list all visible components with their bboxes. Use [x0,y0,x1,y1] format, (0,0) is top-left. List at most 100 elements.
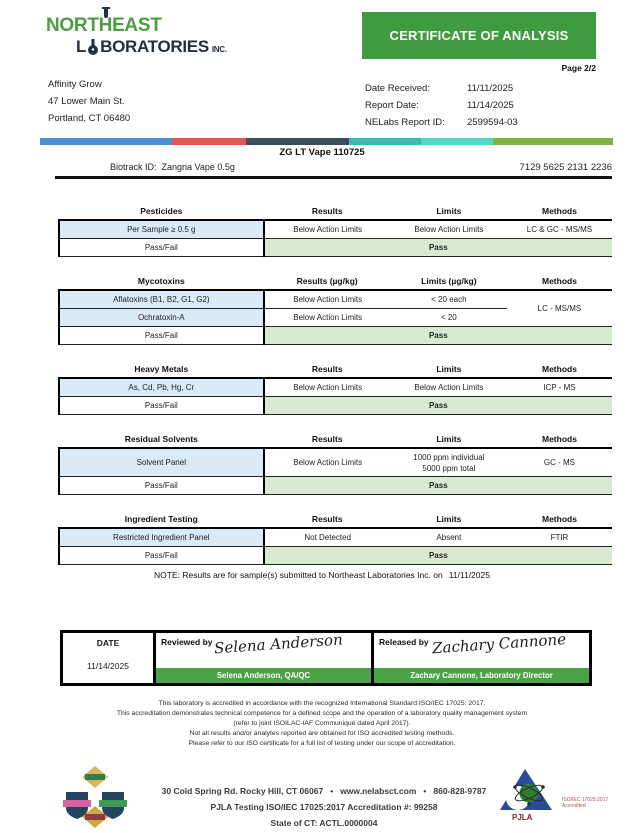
pass-fail-value: Pass [262,396,612,415]
results-cell: Not Detected [262,528,391,547]
pass-fail-label: Pass/Fail [58,238,264,257]
table-row: Restricted Ingredient Panel Not Detected… [58,528,612,547]
stripe-segment [171,138,247,145]
table-row: Aflatoxins (B1, B2, G1, G2) Below Action… [58,290,612,327]
stripe-segment [349,138,422,145]
results-cell: Below Action Limits [262,220,391,239]
ingredient-testing-table: Ingredient Testing Results Limits Method… [58,511,612,565]
methods-cell: FTIR [506,528,612,547]
meta-value: 11/14/2025 [467,100,514,111]
page-number: Page 2/2 [561,63,597,73]
accreditation-line: This accreditation demonstrates technica… [116,710,528,717]
pjla-cert-text: ISO/IEC 17025:2017 [562,797,609,803]
releaser-signature: Zachary Cannone [431,630,567,658]
pass-fail-value: Pass [262,476,612,495]
column-header: Limits [390,431,507,449]
column-header: Limits [390,511,507,529]
color-stripe [40,138,613,145]
meta-row: Report Date: 11/14/2025 [365,97,518,114]
date-label: DATE [96,638,120,648]
results-cell: Below Action Limits [262,378,391,397]
meta-row: Date Received: 11/11/2025 [365,80,518,97]
column-header: Residual Solvents [59,431,264,449]
logo-name-bottom: L BORATORIES INC. [76,38,227,55]
mycotoxins-table: Mycotoxins Results (µg/kg) Limits (µg/kg… [58,273,612,345]
divider-rule [55,176,612,179]
released-by-cell: Released by Zachary Cannone Zachary Cann… [371,630,589,683]
note-date: 11/11/2025 [448,570,490,580]
footer-line-1: 30 Cold Spring Rd. Rocky Hill, CT 06067 •… [128,783,520,799]
biotrack-label: Biotrack ID: [110,162,157,172]
pass-fail-row: Pass/Fail Pass [58,326,612,345]
pjla-triangle-icon: PJLA [500,769,552,822]
pjla-accredited-text: Accredited [562,803,586,809]
accreditation-line: This laboratory is accredited in accorda… [158,700,486,707]
footer-contact: 30 Cold Spring Rd. Rocky Hill, CT 06067 •… [128,783,520,831]
column-header: Limits [390,361,507,379]
certificate-banner: CERTIFICATE OF ANALYSIS [362,12,596,59]
reviewed-by-label: Reviewed by [161,637,213,647]
sample-name: ZG LT Vape 110725 [279,147,365,158]
released-by-label: Released by [379,637,429,647]
pesticides-table: Pesticides Results Limits Methods Per Sa… [58,203,612,257]
pass-fail-row: Pass/Fail Pass [58,546,612,565]
table-row: Per Sample ≥ 0.5 g Below Action Limits B… [58,220,612,239]
pass-fail-value: Pass [262,546,612,565]
footer-website-link[interactable]: www.nelabsct.com [340,786,417,796]
client-address-1: 47 Lower Main St. [48,96,125,107]
date-value: 11/14/2025 [87,661,129,671]
limits-cell: < 20 [390,308,507,327]
stripe-segment [421,138,493,145]
pass-fail-row: Pass/Fail Pass [58,238,612,257]
column-header: Heavy Metals [59,361,264,379]
column-header: Methods [506,511,612,529]
pass-fail-value: Pass [262,326,612,345]
biotrack-row: Biotrack ID: Zangria Vape 0.5g 7129 5625… [58,162,612,177]
note-text: NOTE: Results are for sample(s) submitte… [154,570,443,580]
stripe-segment [246,138,350,145]
methods-cell: ICP - MS [506,378,612,397]
logo-text: L [76,37,87,56]
column-header: Results [263,511,391,529]
meta-value: 11/11/2025 [467,83,514,94]
footer-address: 30 Cold Spring Rd. Rocky Hill, CT 06067 [161,786,324,796]
pass-fail-row: Pass/Fail Pass [58,476,612,495]
test-tube-icon [101,7,110,18]
bullet-separator: • [423,786,427,796]
reviewed-by-cell: Reviewed by Selena Anderson Selena Ander… [153,630,371,683]
column-header: Ingredient Testing [59,511,264,529]
meta-row: NELabs Report ID: 2599594-03 [365,114,518,131]
pass-fail-label: Pass/Fail [58,476,264,495]
accreditation-line: Not all results and/or analytes reported… [189,730,455,737]
analyte-cell: Restricted Ingredient Panel [58,528,264,547]
logo-text: NORT [46,15,99,36]
limit-line: 5000 ppm total [422,463,476,473]
column-header: Results [263,203,391,221]
accreditation-line: Please refer to our ISO certificate for … [188,740,456,747]
analyte-cell: Aflatoxins (B1, B2, G1, G2) [58,290,264,309]
biotrack-code: 7129 5625 2131 2236 [519,162,612,173]
heavy-metals-table: Heavy Metals Results Limits Methods As, … [58,361,612,415]
analyte-cell: Ochratoxin-A [58,308,264,327]
analyte-cell: Per Sample ≥ 0.5 g [58,220,264,239]
footer-phone: 860-828-9787 [433,786,487,796]
reviewer-name-bar: Selena Anderson, QA/QC [156,668,371,683]
result-tables: Pesticides Results Limits Methods Per Sa… [58,203,612,581]
date-cell: DATE 11/14/2025 [63,633,153,683]
column-header: Mycotoxins [59,273,264,291]
client-name: Affinity Grow [48,79,102,90]
pass-fail-value: Pass [262,238,612,257]
column-header: Results [263,361,391,379]
accreditation-text: This laboratory is accredited in accorda… [0,699,644,749]
residual-solvents-table: Residual Solvents Results Limits Methods… [58,431,612,495]
accreditation-line: (refer to joint ISOILAC-IAF Communiqué d… [233,720,411,727]
stripe-segment [40,138,172,145]
accreditation-badges-icon [58,764,132,833]
logo-text: BORATORIES [100,37,209,56]
footer-accreditation-line: PJLA Testing ISO/IEC 17025:2017 Accredit… [210,802,438,812]
meta-value: 2599594-03 [467,117,518,128]
note-line: NOTE: Results are for sample(s) submitte… [0,570,644,580]
column-header: Results [263,431,391,449]
flask-icon [88,39,99,55]
